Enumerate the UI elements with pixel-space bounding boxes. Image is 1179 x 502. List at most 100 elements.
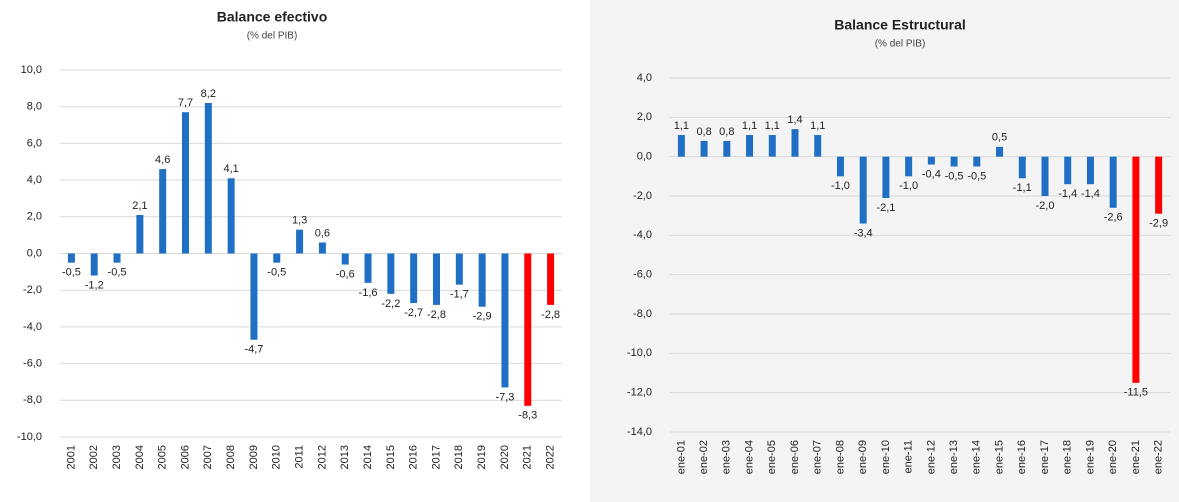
- bar: [882, 156, 890, 198]
- bar: [136, 214, 144, 254]
- y-tick-label: -2,0: [23, 284, 42, 296]
- value-label: 1,3: [292, 215, 307, 227]
- y-tick-label: -6,0: [23, 358, 42, 370]
- value-label: -0,5: [108, 267, 127, 279]
- bar: [113, 253, 121, 263]
- bar: [723, 140, 731, 157]
- x-tick-label: 2019: [476, 445, 488, 469]
- bar: [524, 253, 532, 406]
- bar: [364, 253, 372, 283]
- bar: [182, 112, 189, 254]
- y-tick-label: 6,0: [27, 137, 42, 149]
- y-tick-label: -6,0: [633, 269, 652, 281]
- x-tick-label: 2007: [202, 445, 214, 469]
- value-label: -1,0: [899, 180, 918, 192]
- x-tick-label: 2004: [134, 445, 146, 469]
- value-label: 0,8: [696, 126, 711, 138]
- value-label: -1,1: [1013, 182, 1032, 194]
- value-label: -11,5: [1124, 387, 1148, 399]
- x-tick-label: 2013: [339, 445, 351, 469]
- bar: [341, 253, 349, 265]
- x-tick-label: 2001: [65, 445, 77, 469]
- x-tick-label: ene-22: [1153, 440, 1165, 474]
- value-label: -3,4: [854, 227, 873, 239]
- value-label: -4,7: [244, 344, 263, 356]
- value-label: -2,1: [876, 202, 895, 214]
- y-tick-label: -8,0: [23, 394, 42, 406]
- y-tick-label: -10,0: [17, 431, 42, 443]
- bar: [836, 156, 844, 177]
- bar: [318, 242, 326, 254]
- bar: [1155, 156, 1163, 214]
- value-label: -8,3: [518, 410, 537, 422]
- y-tick-label: -10,0: [627, 347, 652, 359]
- x-tick-label: ene-12: [925, 440, 937, 474]
- x-tick-label: 2008: [225, 445, 237, 469]
- x-tick-label: 2009: [248, 445, 260, 469]
- x-tick-label: ene-01: [675, 440, 687, 474]
- x-tick-label: ene-20: [1107, 440, 1119, 474]
- value-label: 7,7: [178, 97, 193, 109]
- bar: [90, 253, 98, 276]
- y-tick-label: 2,0: [637, 111, 652, 123]
- value-label: -2,2: [381, 298, 400, 310]
- x-tick-label: 2016: [408, 445, 420, 469]
- value-label: -1,0: [831, 180, 850, 192]
- x-tick-label: 2021: [522, 445, 534, 469]
- chart-subtitle: (% del PIB): [875, 39, 926, 50]
- bar: [204, 103, 212, 254]
- value-label: -1,2: [85, 279, 104, 291]
- x-tick-label: ene-02: [698, 440, 710, 474]
- x-tick-label: ene-08: [834, 440, 846, 474]
- x-tick-label: ene-07: [812, 440, 824, 474]
- x-tick-label: ene-06: [789, 440, 801, 474]
- bar: [1086, 156, 1094, 185]
- y-tick-label: 10,0: [21, 64, 42, 76]
- x-tick-label: 2005: [157, 445, 169, 469]
- value-label: -2,6: [1104, 212, 1123, 224]
- x-tick-label: 2014: [362, 445, 374, 469]
- bar: [768, 135, 776, 157]
- value-label: -2,9: [473, 311, 492, 323]
- chart-title: Balance Estructural: [834, 17, 966, 33]
- x-tick-label: 2018: [453, 445, 465, 469]
- bar: [478, 253, 486, 307]
- value-label: 1,4: [787, 114, 802, 126]
- value-label: -0,5: [967, 170, 986, 182]
- value-label: 4,6: [155, 154, 170, 166]
- x-tick-label: 2012: [316, 445, 328, 469]
- x-tick-label: ene-03: [721, 440, 733, 474]
- y-tick-label: -8,0: [633, 308, 652, 320]
- bar: [296, 229, 304, 254]
- x-tick-label: 2002: [88, 445, 100, 469]
- bar: [1064, 156, 1072, 185]
- value-label: 1,1: [742, 120, 757, 132]
- bar: [791, 129, 799, 157]
- bar: [1041, 156, 1049, 196]
- bar: [859, 156, 867, 224]
- x-tick-label: ene-14: [971, 440, 983, 474]
- bar: [746, 135, 754, 157]
- value-label: -1,7: [450, 289, 469, 301]
- value-label: 0,6: [315, 227, 330, 239]
- y-tick-label: -4,0: [23, 321, 42, 333]
- y-tick-label: 4,0: [637, 72, 652, 84]
- value-label: -1,4: [1058, 188, 1077, 200]
- value-label: -2,9: [1149, 218, 1168, 230]
- x-tick-label: ene-19: [1084, 440, 1096, 474]
- bar: [501, 253, 509, 388]
- bar: [250, 253, 258, 340]
- bar: [1132, 156, 1140, 383]
- x-tick-label: ene-16: [1016, 440, 1028, 474]
- bar: [273, 253, 281, 263]
- y-tick-label: 2,0: [27, 211, 42, 223]
- bar: [547, 253, 555, 305]
- value-label: -7,3: [495, 391, 514, 403]
- y-tick-label: 0,0: [637, 151, 652, 163]
- chart-subtitle: (% del PIB): [247, 31, 298, 42]
- x-tick-label: 2003: [111, 445, 123, 469]
- bar: [159, 169, 167, 254]
- value-label: -2,8: [541, 309, 560, 321]
- bar: [996, 146, 1004, 157]
